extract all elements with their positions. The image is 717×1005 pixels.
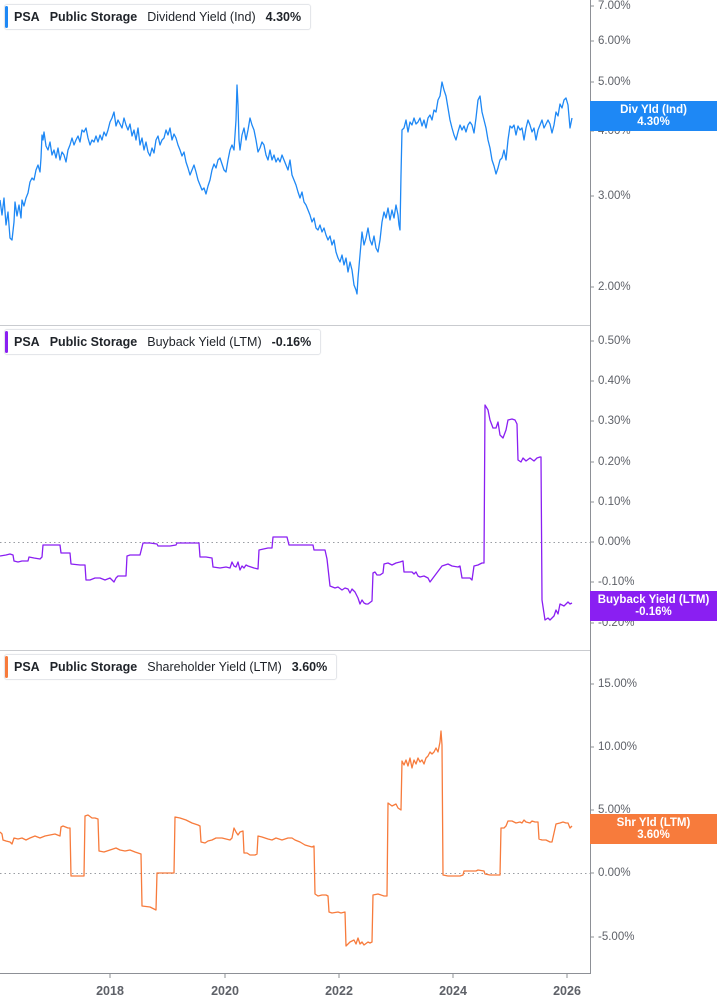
y-tick-label: 2.00% [598,281,631,293]
legend-color-bar [5,656,8,678]
y-tick-label: 10.00% [598,741,638,753]
y-tick-label: 5.00% [598,804,631,816]
legend-value: 4.30% [265,10,302,24]
legend-buyback: PSA Public Storage Buyback Yield (LTM) -… [4,329,322,355]
y-tick-label: 3.00% [598,190,631,202]
legend-company: Public Storage [49,335,138,349]
y-tick-label: 0.50% [598,335,631,347]
tag-value: 3.60% [637,829,670,841]
y-tick-label: 0.00% [598,536,631,548]
x-tick-label: 2024 [439,984,467,998]
y-tick-label: 7.00% [598,0,631,12]
last-value-tag-dividend: Div Yld (Ind) 4.30% [590,101,717,131]
legend-dividend: PSA Public Storage Dividend Yield (Ind) … [4,4,312,30]
legend-company: Public Storage [49,660,138,674]
y-tick-label: 0.30% [598,415,631,427]
legend-color-bar [5,6,8,28]
legend-ticker: PSA [14,660,40,674]
x-ticks [109,974,568,978]
x-tick-label: 2026 [553,984,581,998]
buyback-yield-line [0,404,573,621]
legend-metric: Shareholder Yield (LTM) [147,660,282,674]
legend-color-bar [5,331,8,353]
legend-metric: Dividend Yield (Ind) [147,10,256,24]
y-ticks-shareholder [591,683,594,938]
x-tick-label: 2020 [211,984,239,998]
legend-ticker: PSA [14,10,40,24]
tag-value: 4.30% [637,116,670,128]
legend-company: Public Storage [49,10,138,24]
y-tick-label: 5.00% [598,76,631,88]
y-tick-label: 0.10% [598,496,631,508]
shareholder-yield-line [0,730,573,947]
tag-value: -0.16% [635,606,672,618]
legend-value: 3.60% [291,660,328,674]
y-tick-label: 0.40% [598,375,631,387]
y-ticks-dividend [591,5,594,288]
y-tick-label: -0.10% [598,576,635,588]
y-ticks-buyback [591,340,594,624]
y-tick-label: 0.00% [598,867,631,879]
x-tick-label: 2022 [325,984,353,998]
legend-value: -0.16% [271,335,312,349]
y-tick-label: -5.00% [598,931,635,943]
x-tick-label: 2018 [96,984,124,998]
legend-ticker: PSA [14,335,40,349]
tag-label: Shr Yld (LTM) [616,817,691,829]
legend-shareholder: PSA Public Storage Shareholder Yield (LT… [4,654,338,680]
tag-label: Buyback Yield (LTM) [597,594,710,606]
y-tick-label: 6.00% [598,35,631,47]
dividend-yield-line [0,81,573,295]
legend-metric: Buyback Yield (LTM) [147,335,262,349]
last-value-tag-buyback: Buyback Yield (LTM) -0.16% [590,591,717,621]
y-tick-label: 0.20% [598,456,631,468]
tag-label: Div Yld (Ind) [620,104,687,116]
y-tick-label: 15.00% [598,678,638,690]
last-value-tag-shareholder: Shr Yld (LTM) 3.60% [590,814,717,844]
